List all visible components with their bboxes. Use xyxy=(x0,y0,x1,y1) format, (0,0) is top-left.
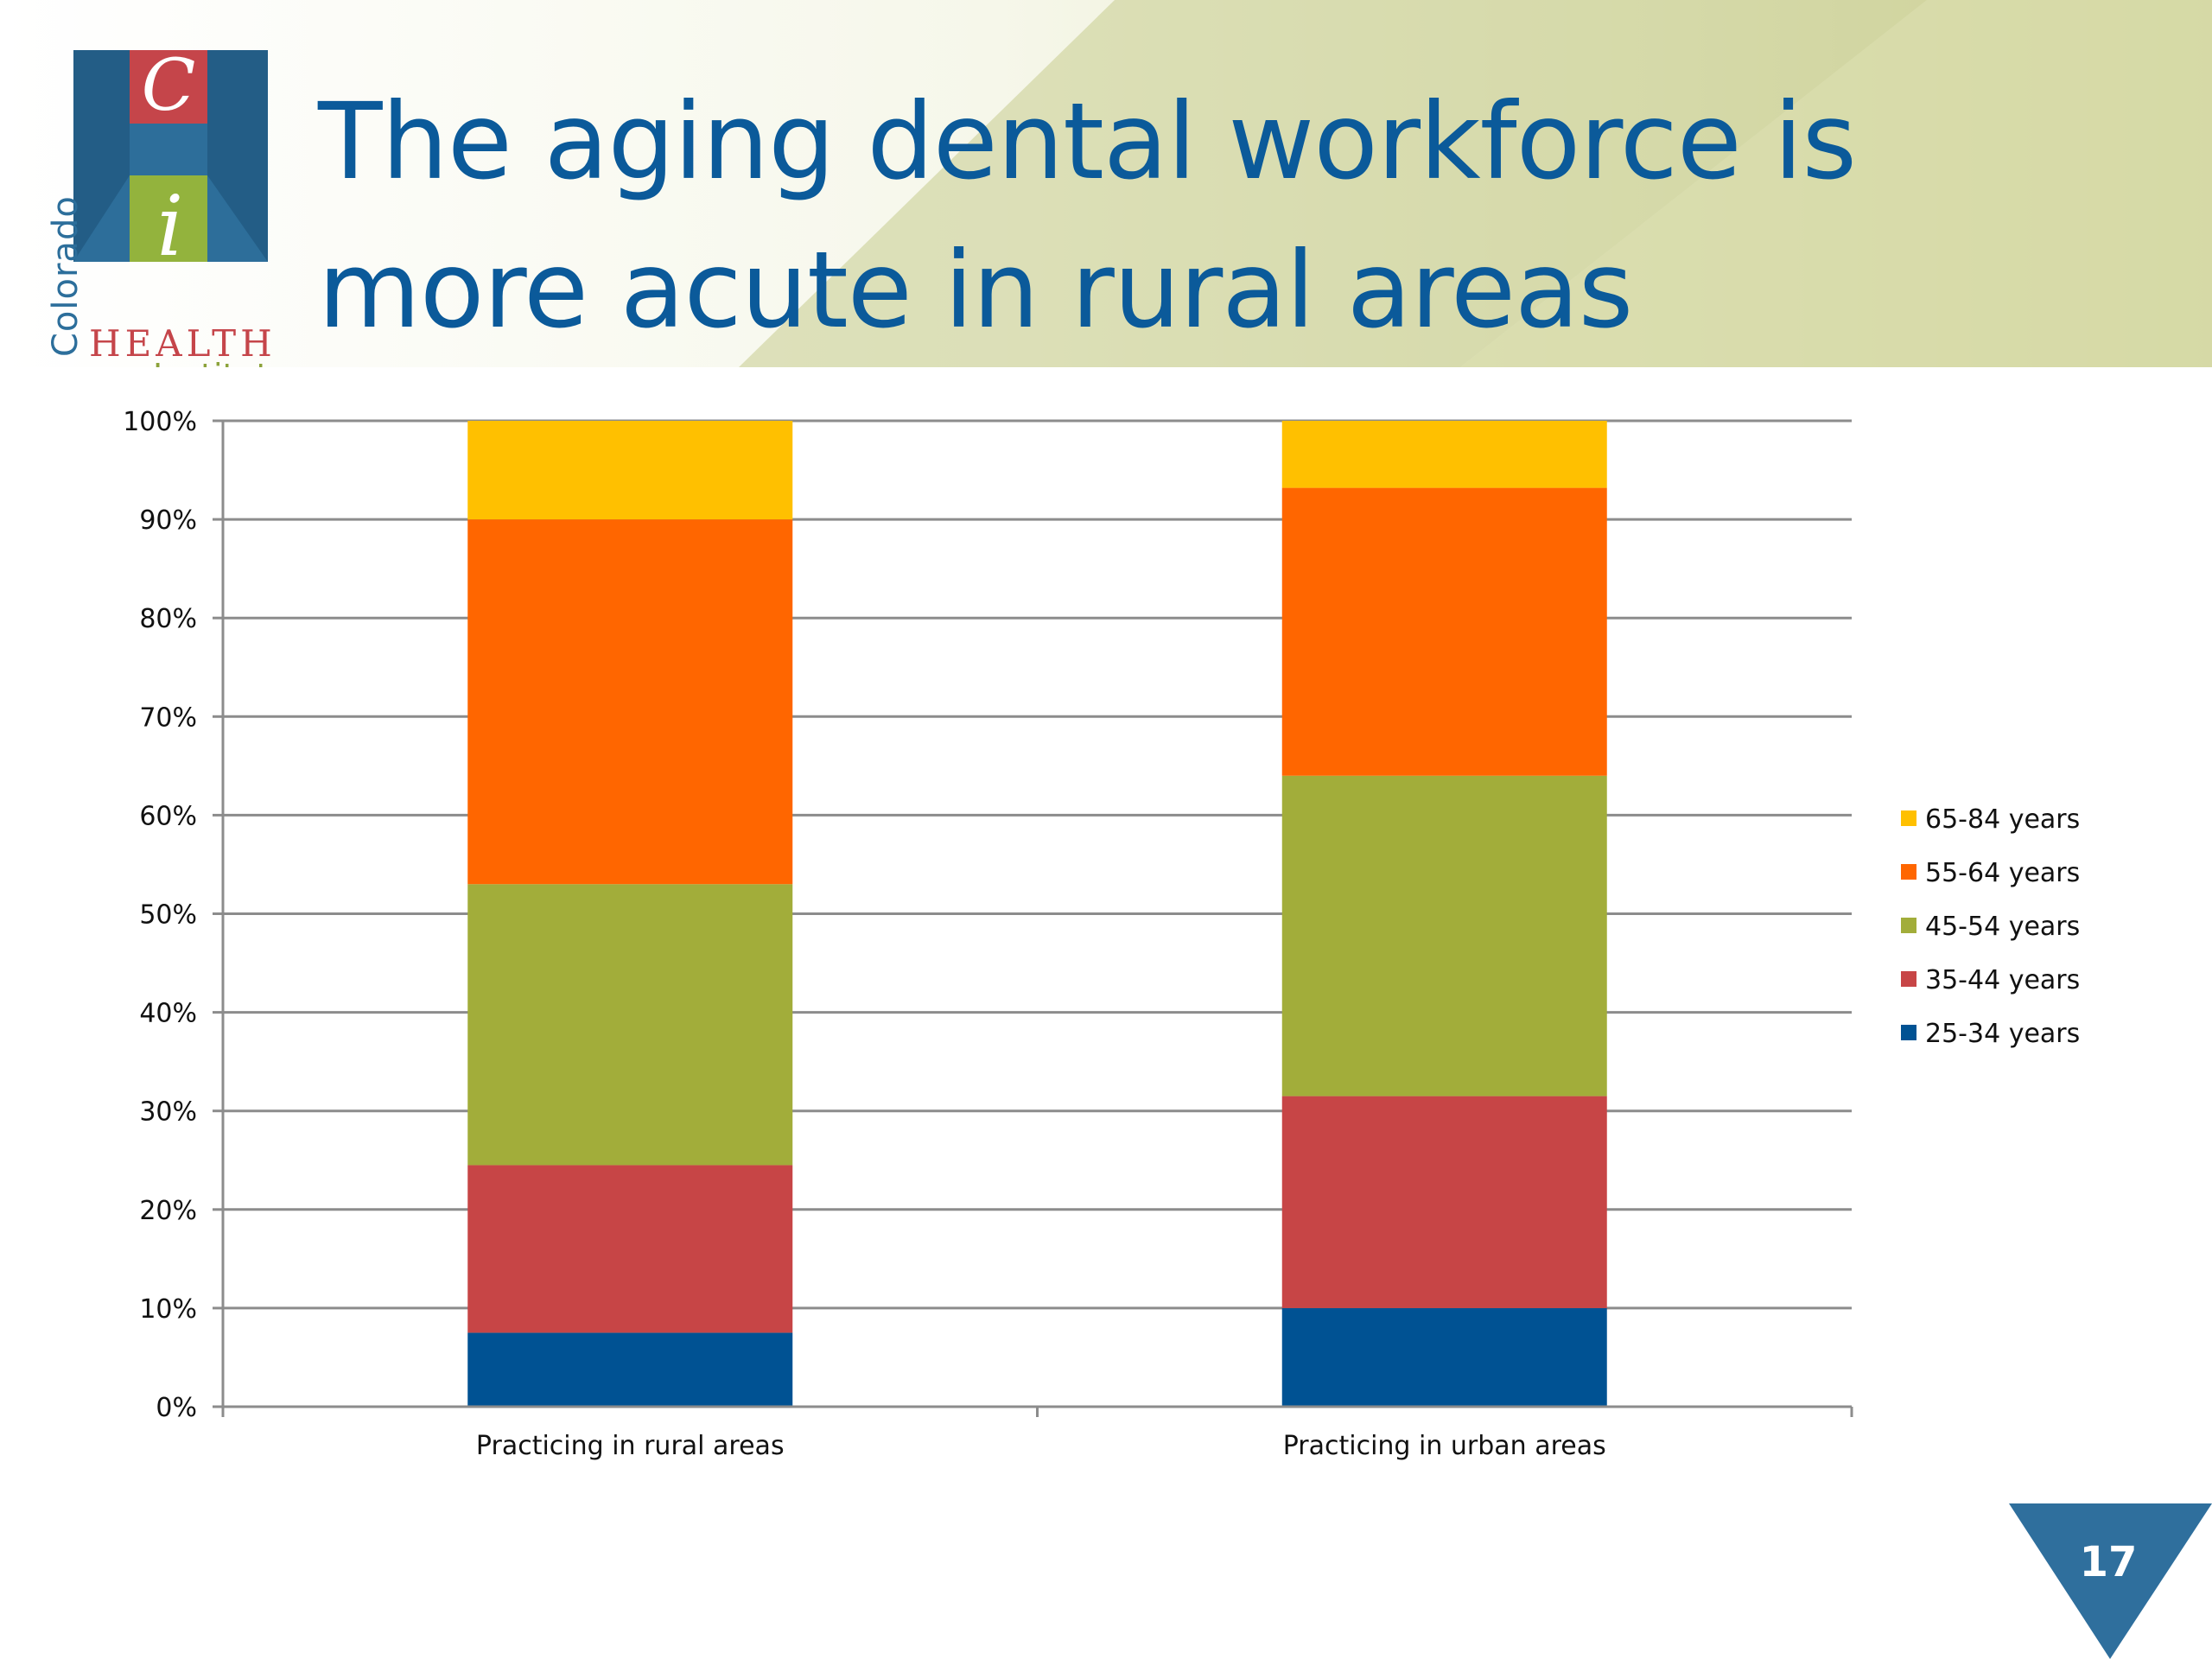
y-axis-labels: 0% 10% 20% 30% 40% 50% 60% 70% 80% 90% 100% xyxy=(123,407,197,1423)
legend-label: 65-84 years xyxy=(1925,804,2080,835)
chart-gridlines xyxy=(223,419,1852,1310)
x-tick-label: Practicing in urban areas xyxy=(1283,1431,1606,1461)
header-banner: C i Colorado HEALTH Institute The aging … xyxy=(0,0,2212,367)
y-tick-label: 40% xyxy=(139,999,197,1029)
page-number-triangle xyxy=(2009,1503,2212,1659)
slide-title-line-2: more acute in rural areas xyxy=(318,229,1633,352)
logo-letter-i: i xyxy=(157,178,184,275)
logo-word-institute: Institute xyxy=(153,357,289,367)
chart-axes xyxy=(213,419,1853,1417)
y-tick-label: 90% xyxy=(139,505,197,536)
legend-label: 55-64 years xyxy=(1925,858,2080,888)
legend-swatch xyxy=(1901,1025,1916,1040)
y-tick-label: 20% xyxy=(139,1196,197,1226)
legend-label: 45-54 years xyxy=(1925,912,2080,942)
y-tick-label: 100% xyxy=(123,407,197,437)
bar-segment xyxy=(1281,487,1607,776)
bar-segment xyxy=(1281,775,1607,1096)
x-axis-labels: Practicing in rural areas Practicing in u… xyxy=(476,1431,1606,1461)
bar-segment xyxy=(467,884,793,1166)
logo-word-health: HEALTH xyxy=(89,322,276,365)
y-tick-label: 50% xyxy=(139,900,197,931)
bar-segment xyxy=(1281,1307,1607,1407)
bar-segment xyxy=(467,1165,793,1333)
y-tick-label: 80% xyxy=(139,604,197,634)
chart-legend: 65-84 years 55-64 years 45-54 years 35-44 y… xyxy=(1901,804,2080,1049)
slide-title: The aging dental workforce is more acute… xyxy=(318,67,1960,365)
logo-mark: C i xyxy=(73,48,268,275)
y-tick-label: 10% xyxy=(139,1294,197,1325)
legend-swatch xyxy=(1901,810,1916,826)
logo-letter-c: C xyxy=(142,48,196,127)
y-tick-label: 60% xyxy=(139,801,197,831)
legend-swatch xyxy=(1901,864,1916,880)
bar-segment xyxy=(467,421,793,520)
legend-swatch xyxy=(1901,918,1916,933)
x-tick-label: Practicing in rural areas xyxy=(476,1431,785,1461)
page-number: 17 xyxy=(2079,1538,2138,1586)
chart-bars xyxy=(467,421,1607,1407)
y-tick-label: 30% xyxy=(139,1097,197,1128)
slide-title-line-1: The aging dental workforce is xyxy=(318,80,1857,203)
bar-segment xyxy=(1281,421,1607,488)
legend-swatch xyxy=(1901,971,1916,987)
colorado-health-institute-logo: C i Colorado HEALTH Institute xyxy=(22,48,289,367)
legend-label: 35-44 years xyxy=(1925,965,2080,995)
bar-segment xyxy=(467,1332,793,1407)
page-number-marker: 17 xyxy=(2005,1503,2212,1659)
banner-decoration xyxy=(739,0,2212,367)
y-tick-label: 70% xyxy=(139,702,197,733)
bar-segment xyxy=(467,519,793,885)
stacked-bar-chart: 0% 10% 20% 30% 40% 50% 60% 70% 80% 90% 100% Practi… xyxy=(123,407,2080,1461)
y-tick-label: 0% xyxy=(156,1393,197,1423)
legend-label: 25-34 years xyxy=(1925,1019,2080,1049)
bar-segment xyxy=(1281,1096,1607,1308)
